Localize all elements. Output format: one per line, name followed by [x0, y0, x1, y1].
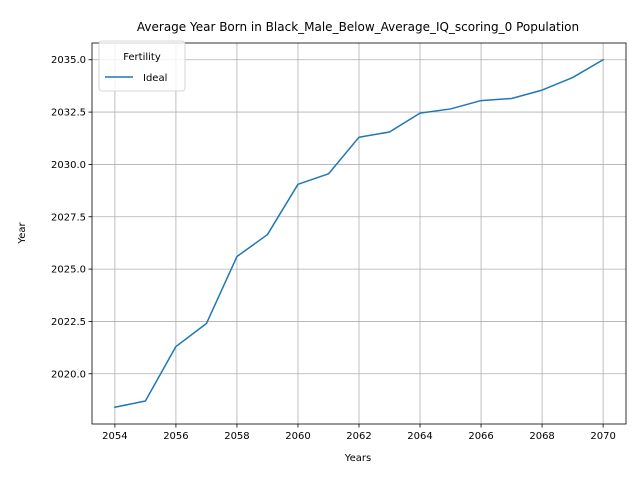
legend: Fertility Ideal — [98, 40, 186, 92]
x-tick-label: 2054 — [102, 431, 127, 442]
x-tick-label: 2062 — [346, 431, 371, 442]
y-tick-label: 2035.0 — [51, 55, 86, 66]
y-tick-label: 2030.0 — [51, 160, 86, 171]
x-axis-ticks: 2054 2056 2058 2060 2062 2064 2066 2068 2070 — [102, 424, 616, 442]
x-tick-label: 2070 — [590, 431, 615, 442]
legend-box — [98, 40, 186, 92]
x-tick-label: 2056 — [163, 431, 188, 442]
x-tick-label: 2068 — [529, 431, 554, 442]
chart-title: Average Year Born in Black_Male_Below_Av… — [137, 20, 579, 34]
legend-title: Fertility — [123, 52, 161, 63]
x-tick-label: 2064 — [407, 431, 432, 442]
x-tick-label: 2058 — [224, 431, 249, 442]
y-tick-label: 2022.5 — [51, 317, 86, 328]
grid-lines — [92, 43, 626, 424]
y-tick-label: 2025.0 — [51, 265, 86, 276]
y-axis-label: Year — [17, 222, 28, 245]
y-tick-label: 2027.5 — [51, 212, 86, 223]
x-axis-label: Years — [344, 453, 371, 464]
y-tick-label: 2020.0 — [51, 369, 86, 380]
x-tick-label: 2060 — [285, 431, 310, 442]
x-tick-label: 2066 — [468, 431, 493, 442]
legend-label-ideal: Ideal — [143, 73, 167, 84]
y-tick-label: 2032.5 — [51, 108, 86, 119]
series-line-ideal — [114, 58, 605, 409]
y-axis-ticks: 2020.0 2022.5 2025.0 2027.5 2030.0 2032.5 2035… — [51, 55, 92, 380]
series-lines — [114, 58, 605, 409]
